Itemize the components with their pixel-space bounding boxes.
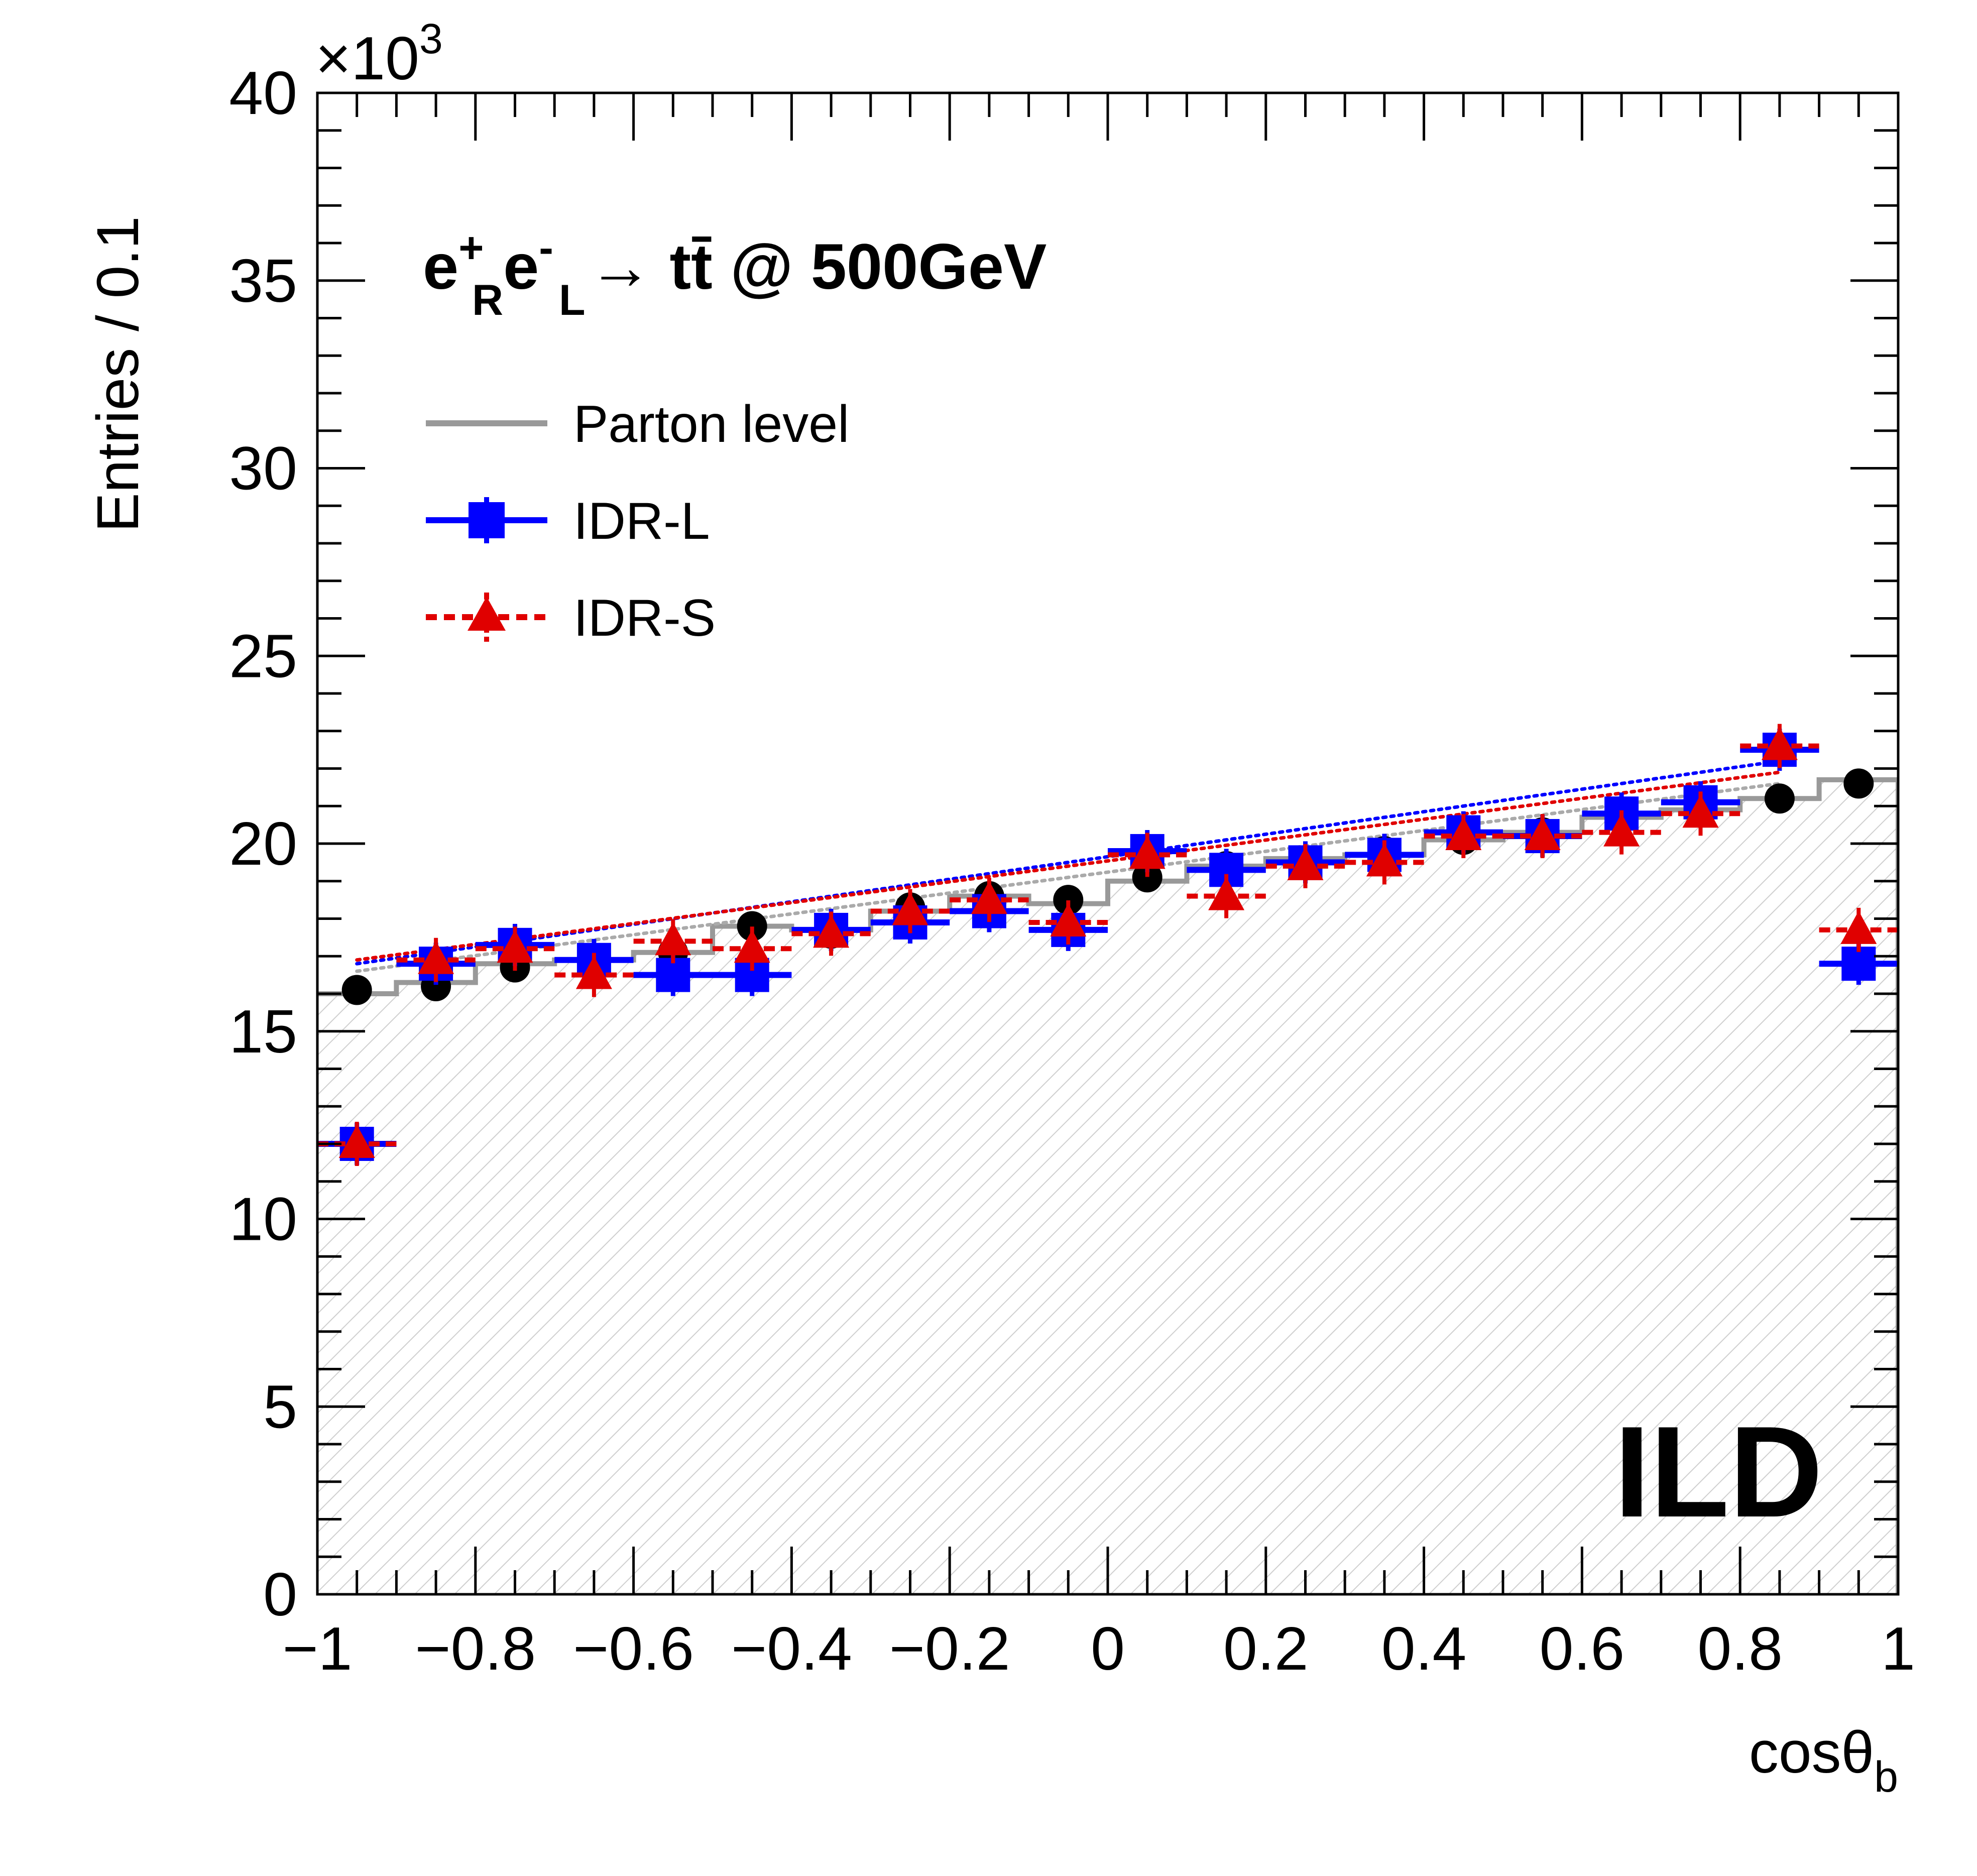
y-tick-label: 10 bbox=[229, 1185, 297, 1253]
legend-idrs-marker bbox=[468, 597, 506, 631]
y-tick-label: 15 bbox=[229, 997, 297, 1066]
x-tick-label: 1 bbox=[1881, 1614, 1915, 1683]
ild-watermark: ILD bbox=[1614, 1399, 1823, 1544]
idrs-point bbox=[1445, 817, 1482, 851]
idrs-point bbox=[338, 1125, 375, 1158]
circle-point bbox=[1132, 862, 1162, 893]
markers bbox=[317, 724, 1898, 1166]
y-tick-labels: 0 5 10 15 20 25 30 35 40 bbox=[229, 59, 297, 1628]
y-tick-label: 20 bbox=[229, 809, 297, 878]
idrs-point bbox=[1208, 877, 1245, 910]
idrs-point bbox=[1682, 794, 1719, 828]
idrs-point bbox=[1129, 836, 1166, 869]
y-axis-title: Entries / 0.1 bbox=[85, 216, 151, 532]
fit-line-0 bbox=[355, 759, 1782, 966]
x-axis-title: cosθb bbox=[1749, 1719, 1898, 1801]
x-tick-label: −0.8 bbox=[415, 1614, 536, 1683]
idrs-point bbox=[655, 922, 691, 956]
circle-point bbox=[1764, 783, 1795, 814]
parton-fill bbox=[317, 779, 1898, 1594]
circle-point bbox=[1053, 885, 1084, 915]
idrs-point bbox=[1840, 910, 1877, 944]
idrs-point bbox=[1050, 903, 1087, 936]
idrl-point bbox=[656, 958, 690, 992]
idrs-point bbox=[734, 929, 770, 963]
idrs-point bbox=[813, 914, 850, 948]
parton-hatch-area bbox=[317, 779, 1898, 1594]
y-tick-label: 40 bbox=[229, 59, 297, 127]
legend-idrl-label: IDR-L bbox=[573, 492, 710, 550]
x-tick-label: 0.4 bbox=[1381, 1614, 1467, 1683]
circle-point bbox=[1843, 768, 1874, 799]
idrs-point bbox=[497, 929, 533, 963]
axis-ticks bbox=[316, 91, 1900, 1596]
y-tick-label: 5 bbox=[263, 1372, 297, 1441]
legend-idrs-label: IDR-S bbox=[573, 589, 716, 647]
idrs-point bbox=[575, 956, 612, 989]
y-tick-label: 30 bbox=[229, 434, 297, 503]
idrs-point bbox=[1287, 847, 1324, 880]
x-tick-label: 0.6 bbox=[1540, 1614, 1625, 1683]
x-tick-label: 0 bbox=[1091, 1614, 1125, 1683]
y-tick-label: 0 bbox=[263, 1560, 297, 1628]
x-tick-labels: −1 −0.8 −0.6 −0.4 −0.2 0 0.2 0.4 0.6 0.8 1 bbox=[282, 1614, 1915, 1683]
circle-point bbox=[737, 911, 767, 942]
idrs-point bbox=[1366, 843, 1403, 877]
idrl-point bbox=[1841, 947, 1876, 981]
x-tick-label: −0.2 bbox=[889, 1614, 1010, 1683]
y-multiplier: ×103 bbox=[315, 15, 443, 92]
x-tick-label: 0.8 bbox=[1697, 1614, 1783, 1683]
fit-line-1 bbox=[355, 770, 1782, 962]
x-tick-label: 0.2 bbox=[1223, 1614, 1309, 1683]
idrs-point bbox=[1603, 813, 1640, 847]
y-tick-label: 25 bbox=[229, 622, 297, 690]
x-tick-label: −0.6 bbox=[573, 1614, 694, 1683]
legend-idrl-marker bbox=[469, 502, 505, 538]
legend-parton-label: Parton level bbox=[573, 395, 849, 453]
idrs-point bbox=[971, 881, 1007, 914]
circle-point bbox=[341, 975, 372, 1005]
idrs-point bbox=[892, 892, 928, 925]
x-tick-label: −0.4 bbox=[731, 1614, 852, 1683]
legend: Parton level IDR-L IDR-S bbox=[426, 395, 849, 647]
x-tick-label: −1 bbox=[282, 1614, 352, 1683]
idrs-point bbox=[1761, 727, 1798, 760]
idrs-point bbox=[1524, 817, 1561, 851]
idrs-point bbox=[418, 941, 454, 974]
y-tick-label: 35 bbox=[229, 247, 297, 315]
process-label: e+ Re-L→ tt̄ @ 500GeV bbox=[423, 224, 1046, 324]
